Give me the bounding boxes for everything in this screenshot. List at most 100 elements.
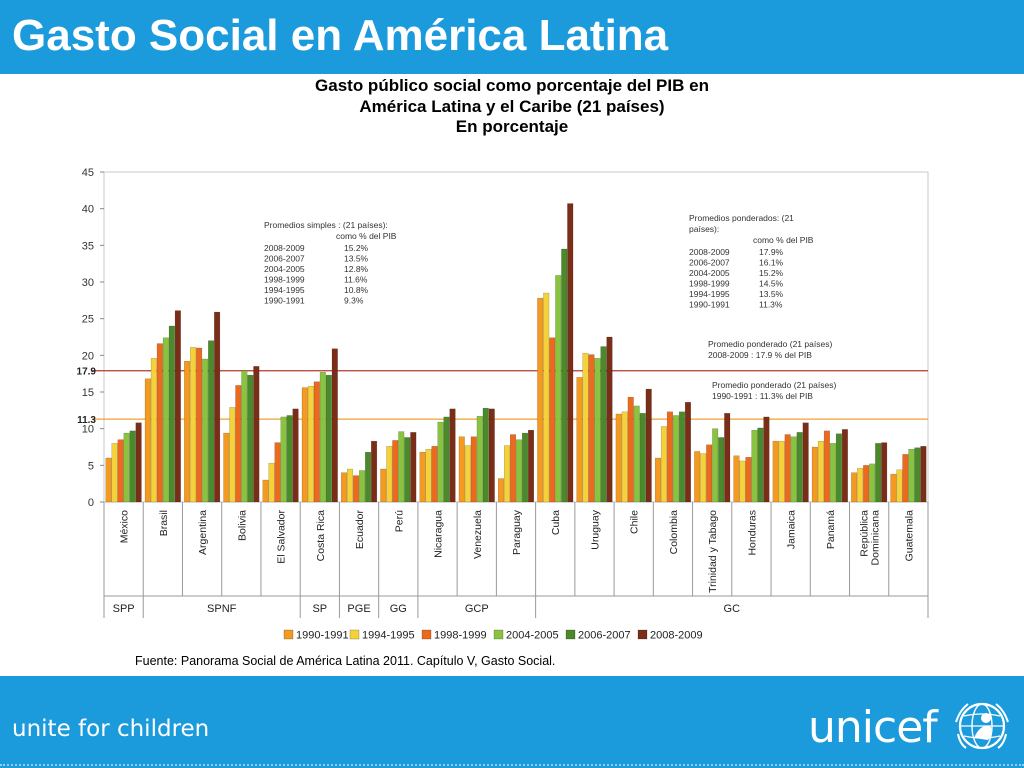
bar (875, 443, 882, 503)
bar (425, 449, 432, 503)
annotation-value: 16.1% (759, 258, 784, 268)
group-label: SPNF (207, 603, 237, 615)
bar (292, 408, 299, 503)
bar (510, 434, 517, 503)
bar (733, 455, 740, 503)
category-label: Panamá (825, 510, 837, 549)
bar (718, 437, 725, 503)
bar (784, 434, 791, 503)
bar (896, 469, 903, 503)
annotation-value: 15.2% (344, 243, 369, 253)
bar (443, 416, 450, 503)
bar (331, 348, 338, 503)
bar (600, 346, 607, 503)
y-tick-label: 15 (82, 387, 94, 399)
bar (235, 385, 242, 503)
category-label: Brasil (158, 510, 170, 536)
bar (522, 432, 529, 503)
legend-swatch (283, 629, 294, 640)
annotation-text: Promedios simples : (21 países): (264, 220, 388, 230)
legend-swatch (565, 629, 576, 640)
group-label: GCP (465, 603, 489, 615)
bar (594, 358, 601, 503)
annotation-value: 15.2% (759, 268, 784, 278)
category-label: Costa Rica (315, 510, 327, 562)
bar (464, 445, 471, 503)
bar (307, 385, 314, 503)
category-label: Trinidad y Tabago (707, 510, 719, 593)
bar (488, 408, 495, 503)
bar (576, 377, 583, 503)
bar (184, 361, 191, 503)
bar (516, 439, 523, 503)
annotation-period: 1990-1991 (264, 296, 305, 306)
bar (458, 436, 465, 503)
bar (582, 352, 589, 503)
bar (129, 430, 136, 503)
bar (162, 337, 169, 503)
category-label: Perú (393, 510, 405, 532)
legend-swatch (493, 629, 504, 640)
group-label: PGE (347, 603, 370, 615)
bar (645, 388, 652, 503)
category-label: Paraguay (511, 509, 523, 555)
bar (863, 465, 870, 503)
category-label: Nicaragua (433, 510, 445, 558)
source-note: Fuente: Panorama Social de América Latin… (135, 654, 556, 668)
bar (739, 460, 746, 503)
category-label: Argentina (197, 510, 209, 555)
bar (498, 478, 505, 503)
bar (615, 413, 622, 503)
category-label: Jamaica (786, 510, 798, 549)
annotation-value: 10.8% (344, 285, 369, 295)
chart-title: Gasto público social como porcentaje del… (180, 76, 844, 138)
bar (654, 457, 661, 503)
category-label: República (859, 510, 871, 557)
reference-caption: Promedio ponderado (21 países) (712, 380, 836, 390)
y-tick-label: 40 (82, 204, 94, 216)
bar (410, 432, 417, 503)
bar (660, 426, 667, 503)
chart-title-line: En porcentaje (455, 117, 569, 136)
annotation-period: 1994-1995 (689, 289, 730, 299)
annotation-period: 2006-2007 (264, 254, 305, 264)
plot-area (103, 171, 929, 503)
bar (280, 416, 287, 503)
bar (772, 440, 779, 503)
bar (359, 470, 366, 503)
bar (347, 468, 354, 503)
bar (835, 433, 842, 503)
bar (869, 463, 876, 503)
bar (549, 337, 556, 503)
bar (241, 370, 248, 503)
bar (392, 440, 399, 503)
bar (567, 203, 574, 503)
annotation-period: 2008-2009 (689, 247, 730, 257)
bar (431, 446, 438, 503)
y-tick-label: 35 (82, 240, 94, 252)
y-tick-label: 10 (82, 424, 94, 436)
bar (528, 429, 535, 503)
category-label: El Salvador (276, 510, 288, 564)
y-tick-label: 20 (82, 350, 94, 362)
annotation-text: como % del PIB (336, 231, 397, 241)
legend-label: 1998-1999 (434, 630, 487, 642)
legend-label: 2006-2007 (578, 630, 631, 642)
annotation-text: como % del PIB (753, 235, 814, 245)
category-label: México (119, 510, 131, 543)
unicef-emblem-icon (955, 702, 1009, 750)
annotation-value: 9.3% (344, 296, 364, 306)
bar (150, 358, 157, 503)
bar (419, 451, 426, 503)
annotation-period: 1998-1999 (264, 275, 305, 285)
category-label: Dominicana (870, 510, 882, 566)
bar (274, 442, 281, 503)
bar (156, 343, 163, 503)
chart-title-line: Gasto público social como porcentaje del… (315, 76, 709, 95)
bar (881, 442, 888, 503)
y-tick-label: 30 (82, 277, 94, 289)
bar (678, 411, 685, 503)
y-tick-label: 0 (88, 497, 94, 509)
bar (543, 292, 550, 503)
group-label: GG (390, 603, 407, 615)
